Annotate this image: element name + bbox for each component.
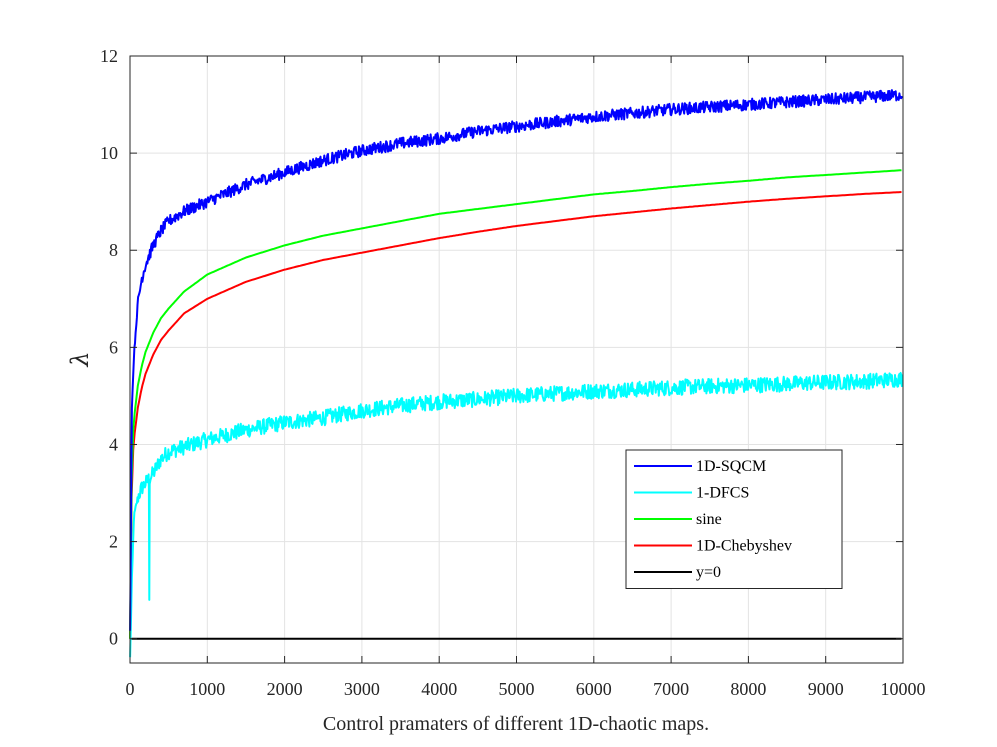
x-tick-label: 6000 <box>576 679 612 699</box>
x-tick-label: 10000 <box>881 679 926 699</box>
x-tick-label: 9000 <box>808 679 844 699</box>
x-axis-title: Control pramaters of different 1D-chaoti… <box>323 713 709 735</box>
series-line-sine <box>129 169 902 639</box>
legend-label: y=0 <box>696 564 721 581</box>
x-tick-label: 0 <box>126 679 135 699</box>
y-tick-label: 8 <box>109 240 118 260</box>
y-tick-label: 0 <box>109 629 118 649</box>
x-tick-label: 2000 <box>267 679 303 699</box>
x-tick-labels: 0 1000 2000 3000 4000 5000 6000 7000 8000 9000 100… <box>126 679 926 699</box>
ticks <box>129 55 904 663</box>
y-tick-label: 12 <box>100 46 118 66</box>
legend-label: 1D-SQCM <box>696 458 766 475</box>
series-line-1d-sqcm <box>129 89 904 631</box>
x-tick-label: 8000 <box>730 679 766 699</box>
y-tick-label: 10 <box>100 143 118 163</box>
series-line-1d-chebyshev <box>129 191 902 639</box>
x-tick-label: 5000 <box>499 679 535 699</box>
y-axis-title: λ <box>66 351 94 367</box>
y-tick-labels: 0 2 4 6 8 10 12 <box>100 46 118 649</box>
series-layer <box>129 89 904 658</box>
legend: 1D-SQCM 1-DFCS sine 1D-Chebyshev y=0 <box>625 449 843 589</box>
y-tick-label: 4 <box>109 434 118 454</box>
x-tick-label: 7000 <box>653 679 689 699</box>
y-tick-label: 6 <box>109 337 118 357</box>
legend-label: 1D-Chebyshev <box>696 538 792 555</box>
legend-label: sine <box>696 511 722 528</box>
y-tick-label: 2 <box>109 532 118 552</box>
x-tick-label: 3000 <box>344 679 380 699</box>
x-tick-label: 4000 <box>421 679 457 699</box>
series-line-1-dfcs <box>129 371 904 658</box>
legend-label: 1-DFCS <box>696 485 749 502</box>
x-tick-label: 1000 <box>189 679 225 699</box>
